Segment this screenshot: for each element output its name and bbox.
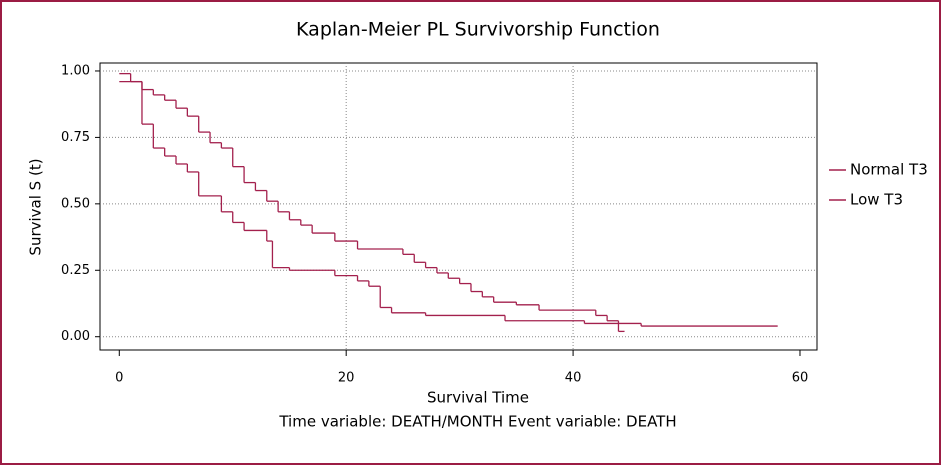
x-tick-label: 60 — [792, 371, 809, 386]
legend-label: Low T3 — [850, 191, 903, 209]
plot-area — [99, 62, 818, 351]
footnote: Time variable: DEATH/MONTH Event variabl… — [278, 413, 676, 431]
y-tick-label: 1.00 — [61, 63, 90, 78]
y-axis-label: Survival S (t) — [27, 158, 45, 255]
x-tick-label: 40 — [565, 371, 582, 386]
y-tick-label: 0.25 — [61, 263, 90, 278]
x-axis-label: Survival Time — [427, 389, 529, 407]
y-tick-label: 0.50 — [61, 196, 90, 211]
chart-title: Kaplan-Meier PL Survivorship Function — [296, 19, 660, 41]
legend-label: Normal T3 — [850, 161, 928, 179]
x-tick-label: 0 — [115, 371, 123, 386]
x-tick-label: 20 — [338, 371, 355, 386]
y-tick-label: 0.75 — [61, 130, 90, 145]
y-tick-label: 0.00 — [61, 329, 90, 344]
